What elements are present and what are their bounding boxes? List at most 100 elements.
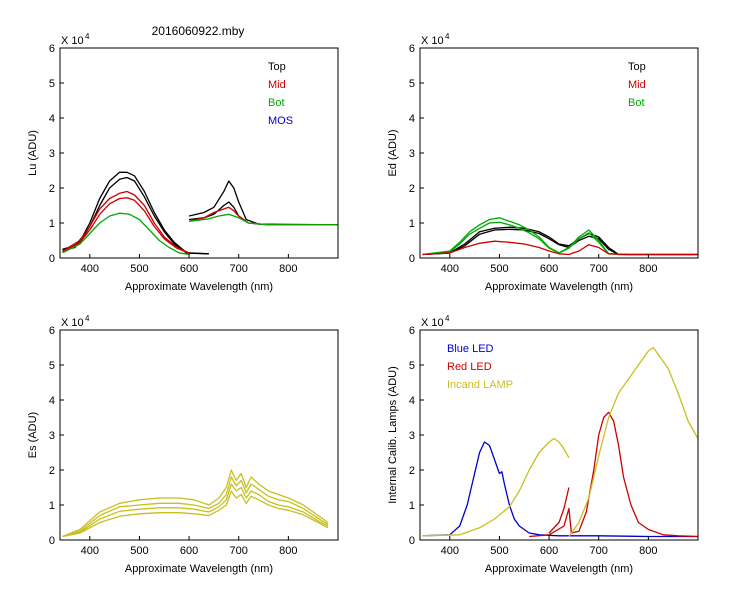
x-tick-label: 700 [230,545,248,557]
y-tick-label: 5 [49,360,55,372]
plot-frame [419,47,699,259]
y-tick-label: 2 [409,183,415,195]
y-tick-label: 3 [409,148,415,160]
series-line-bot-4 [62,212,190,256]
y-scale-label: X 10 [61,317,84,329]
series-line-mid-3 [62,197,190,254]
y-tick-label: 6 [49,325,55,337]
series-line-blue-led-0 [422,441,698,538]
x-tick-label: 600 [540,545,558,557]
legend-entry-mid: Mid [268,79,286,91]
x-tick-label: 400 [81,545,99,557]
legend-entry-incand-lamp: Incand LAMP [447,379,513,391]
x-tick-label: 800 [279,545,297,557]
series-group [422,217,698,256]
figure-title: 2016060922.mby [152,24,245,38]
x-tick-label: 500 [490,263,508,275]
series-line-incand-lamp-4 [568,346,698,537]
y-tick-label: 1 [49,218,55,230]
y-scale-exponent: 4 [85,32,90,41]
y-axis-label: Es (ADU) [27,412,39,458]
y-tick-label: 4 [409,113,415,125]
x-tick-label: 600 [180,545,198,557]
x-axis-label: Approximate Wavelength (nm) [125,281,273,293]
y-scale-label: X 10 [61,35,84,47]
y-tick-label: 4 [49,113,55,125]
y-tick-label: 6 [409,43,415,55]
x-tick-label: 800 [639,545,657,557]
y-tick-label: 1 [409,218,415,230]
series-line-top-1 [62,176,209,255]
x-tick-label: 400 [441,263,459,275]
plot-frame [59,47,339,259]
x-tick-label: 800 [639,263,657,275]
x-tick-label: 400 [81,263,99,275]
legend-entry-top: Top [628,61,646,73]
series-line-incand-lamp-3 [422,437,570,537]
x-tick-label: 600 [180,263,198,275]
y-tick-label: 6 [49,43,55,55]
x-tick-label: 700 [590,263,608,275]
y-tick-label: 3 [49,148,55,160]
y-tick-label: 5 [49,78,55,90]
y-tick-label: 6 [409,325,415,337]
series-line-bot-2 [422,217,698,256]
x-tick-label: 700 [590,545,608,557]
y-tick-label: 0 [409,253,415,265]
y-tick-label: 0 [49,253,55,265]
series-line-es-2-1 [62,476,329,538]
series-line-top-0 [422,226,698,256]
y-tick-label: 3 [49,430,55,442]
series-line-top-1 [422,228,698,256]
y-scale-exponent: 4 [445,32,450,41]
legend-entry-blue-led: Blue LED [447,343,494,355]
x-tick-label: 800 [279,263,297,275]
x-tick-label: 700 [230,263,248,275]
y-scale-label: X 10 [421,317,444,329]
series-line-top-0 [62,171,209,255]
y-tick-label: 0 [49,535,55,547]
y-tick-label: 4 [49,395,55,407]
y-axis-label: Lu (ADU) [27,130,39,176]
y-tick-label: 2 [49,183,55,195]
y-scale-label: X 10 [421,35,444,47]
series-line-mid-7 [188,206,338,226]
y-tick-label: 2 [409,465,415,477]
y-scale-exponent: 4 [85,314,90,323]
series-group [62,469,329,538]
y-tick-label: 5 [409,78,415,90]
x-axis-label: Approximate Wavelength (nm) [485,563,633,575]
y-tick-label: 1 [409,500,415,512]
legend-entry-red-led: Red LED [447,361,492,373]
legend-entry-top: Top [268,61,286,73]
series-line-bot-3 [422,221,698,256]
y-tick-label: 2 [49,465,55,477]
y-axis-label: Internal Calib. Lamps (ADU) [387,366,399,504]
x-tick-label: 500 [130,545,148,557]
series-line-mid-4 [422,240,698,256]
series-line-red-led-1 [529,411,698,538]
series-line-red-led-2 [548,487,570,534]
y-tick-label: 3 [409,430,415,442]
x-axis-label: Approximate Wavelength (nm) [125,563,273,575]
y-tick-label: 4 [409,395,415,407]
legend-entry-bot: Bot [628,97,645,109]
plot-frame [59,329,339,541]
series-line-bot-8 [189,213,338,226]
series-line-mid-2 [62,190,190,254]
x-tick-label: 600 [540,263,558,275]
y-scale-exponent: 4 [445,314,450,323]
series-line-es-1-0 [62,469,329,538]
series-group [422,346,698,538]
series-group [62,171,338,256]
x-tick-label: 500 [130,263,148,275]
x-axis-label: Approximate Wavelength (nm) [485,281,633,293]
series-line-es-3-2 [62,483,329,538]
series-line-es-4-3 [62,490,329,538]
legend-entry-bot: Bot [268,97,285,109]
